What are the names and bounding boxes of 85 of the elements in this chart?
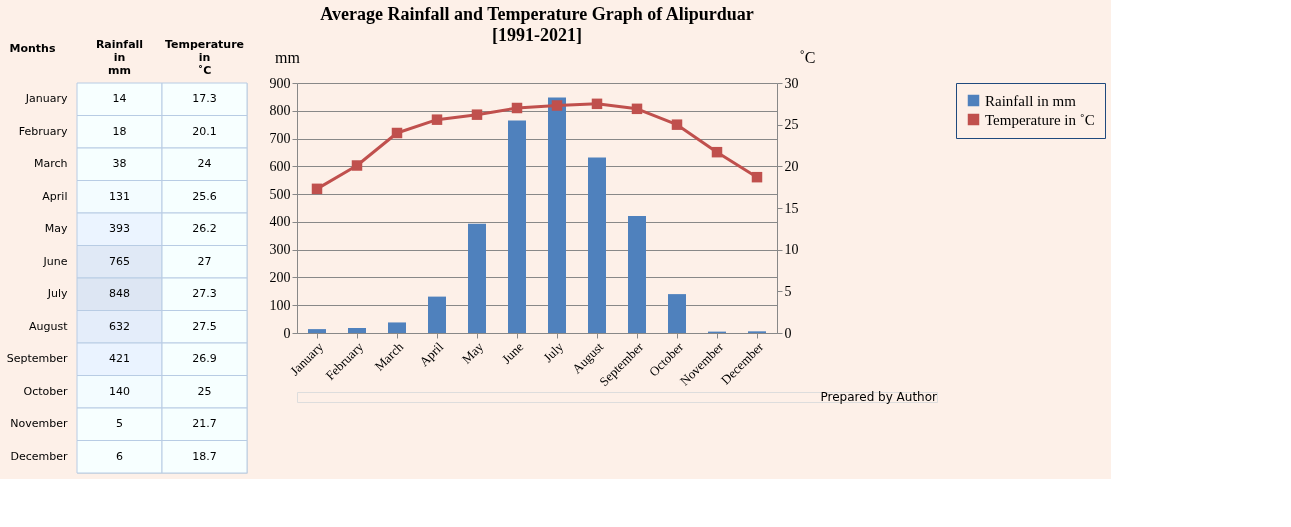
y-tick-label: 300 [269,242,291,258]
data-label: 848 [109,287,130,301]
bar [628,216,646,333]
chart-subtitle: [1991-2021] [492,25,582,45]
y-tick-label: 500 [269,186,291,202]
y-tick-label: March [33,157,68,171]
y-tick-label: April [42,189,68,203]
data-label: 18 [112,124,127,138]
point [351,160,363,171]
y-tick-label: 600 [269,158,291,174]
y-tick-label: 200 [269,269,291,285]
point [311,183,323,195]
x-tick-label: June [498,338,527,367]
y-tick-label: June [42,254,68,268]
x-tick-label: July [540,338,567,366]
y-tick-label: 900 [269,75,291,91]
legend-label: Temperature in ˚C [985,111,1095,128]
y2-tick-label: 20 [784,158,799,174]
data-label: 24 [197,157,212,171]
bar [308,329,326,333]
point [471,109,483,120]
y-tick-label: 0 [283,325,291,341]
chart-title: Average Rainfall and Temperature Graph of Alipurduar [320,4,754,24]
legend-label: Rainfall in mm [985,92,1077,109]
data-label: 393 [109,222,130,236]
data-label: 27.3 [192,287,217,301]
point [391,127,403,139]
y-axis-title: mm [275,48,301,66]
data-label: 25.6 [192,189,217,203]
data-label: 140 [109,384,130,398]
data-label: 20.1 [192,124,217,138]
point [551,100,563,111]
point [591,98,603,110]
data-label: 14 [112,92,127,106]
bar [348,328,366,333]
data-label: 27.5 [192,319,217,333]
bar [468,223,486,333]
data-label: 27 [197,254,212,268]
data-label: 632 [109,319,130,333]
data-label: 21.7 [192,417,217,431]
y-tick-label: May [44,222,68,236]
bar [508,120,526,333]
y-tick-label: October [23,384,68,398]
y2-axis-title: ˚C [799,48,816,66]
point [631,103,643,115]
data-label: 131 [109,189,130,203]
y-tick-label: August [29,319,69,333]
point [751,171,763,183]
point [711,146,723,158]
bar [668,294,686,333]
y-axis-title: Months [9,41,56,55]
y-tick-label: 400 [269,214,291,230]
y-tick-label: November [10,417,68,431]
x-tick-label: May [458,338,487,367]
data-label: 25 [197,384,212,398]
bar [388,322,406,333]
data-label: 17.3 [192,92,217,106]
y2-tick-label: 25 [784,117,799,133]
bar [428,296,446,333]
y-tick-label: 700 [269,131,291,147]
bar [548,97,566,333]
point [511,102,523,114]
y-tick-label: February [18,124,68,138]
data-label: 5 [116,417,123,431]
y-tick-label: 800 [269,103,291,119]
y-tick-label: July [46,287,68,301]
data-label: 18.7 [192,449,217,463]
data-label: 421 [109,352,130,366]
y2-tick-label: 0 [784,325,792,341]
y-tick-label: 100 [269,297,291,313]
data-label: 26.9 [192,352,217,366]
y-tick-label: December [10,449,68,463]
y2-tick-label: 5 [784,283,792,299]
y2-tick-label: 10 [784,242,799,258]
point [671,119,683,130]
data-label: 765 [109,254,130,268]
y-tick-label: January [24,92,68,106]
data-label: 38 [112,157,127,171]
text: Prepared by Author [820,390,938,404]
y2-tick-label: 15 [784,200,799,216]
data-label: 26.2 [192,222,217,236]
y2-tick-label: 30 [784,75,799,91]
data-label: 6 [116,449,123,463]
bar [588,157,606,333]
point [431,114,443,125]
